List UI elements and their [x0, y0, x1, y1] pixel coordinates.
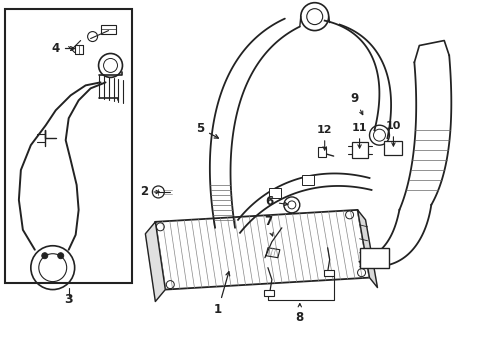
Circle shape [42, 253, 48, 259]
Text: 4: 4 [51, 42, 74, 55]
Text: 3: 3 [64, 293, 73, 306]
Bar [385, 141, 402, 155]
Text: 12: 12 [317, 125, 332, 150]
Text: 7: 7 [264, 215, 273, 236]
Bar [100, 24, 117, 33]
Text: 9: 9 [350, 92, 363, 114]
Bar [269, 188, 281, 198]
Text: 11: 11 [352, 123, 368, 148]
Bar [302, 175, 314, 185]
Bar [324, 270, 334, 276]
Text: 1: 1 [214, 272, 230, 316]
Bar [318, 147, 326, 157]
Polygon shape [146, 222, 165, 302]
Circle shape [58, 253, 64, 259]
Bar [360, 248, 390, 268]
Text: 2: 2 [140, 185, 159, 198]
Bar [352, 142, 368, 158]
Bar [5, 9, 132, 283]
Text: 6: 6 [266, 195, 288, 208]
Bar [264, 289, 274, 296]
Polygon shape [358, 210, 377, 288]
Text: 5: 5 [196, 122, 219, 138]
Text: 10: 10 [386, 121, 401, 146]
Text: 8: 8 [295, 303, 304, 324]
